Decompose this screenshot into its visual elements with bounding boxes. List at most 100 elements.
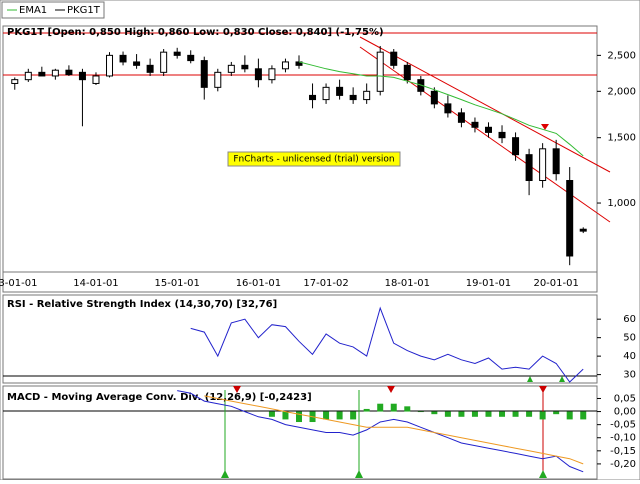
x-tick-label: 15-01-01 <box>154 278 199 289</box>
histogram-bar <box>268 411 275 417</box>
candle-body <box>484 126 492 133</box>
y-tick-label: -0,15 <box>610 446 636 457</box>
histogram-bar <box>282 411 289 420</box>
histogram-bar <box>350 411 357 420</box>
legend <box>1 1 105 19</box>
candle-body <box>498 131 506 139</box>
histogram-bar <box>417 411 424 413</box>
candle-body <box>200 60 208 88</box>
candle-body <box>11 79 19 84</box>
candle-body <box>525 154 533 182</box>
macd-panel <box>2 385 598 480</box>
candle-body <box>566 180 574 257</box>
candle-body <box>38 71 46 77</box>
histogram-bar <box>458 411 465 417</box>
candle-body <box>268 68 276 81</box>
candle-body <box>24 71 32 81</box>
histogram-bar <box>323 411 330 420</box>
candle-body <box>78 71 86 81</box>
legend-label: EMA1 <box>19 5 47 16</box>
signal-arrow <box>541 124 549 130</box>
histogram-bar <box>377 403 384 412</box>
histogram-bar <box>390 403 397 412</box>
candle-body <box>403 64 411 81</box>
candle-body <box>241 64 249 70</box>
candle-body <box>322 86 330 101</box>
histogram-bar <box>431 411 438 415</box>
histogram-bar <box>404 406 411 412</box>
histogram-bar <box>580 411 587 420</box>
line-series <box>190 306 584 383</box>
candle-body <box>146 64 154 73</box>
candle-body <box>552 148 560 175</box>
x-tick-label: 17-01-02 <box>303 278 348 289</box>
y-tick-label: 2,000 <box>607 86 636 97</box>
candle-body <box>227 64 235 73</box>
histogram-bar <box>512 411 519 417</box>
x-tick-label: 19-01-01 <box>466 278 511 289</box>
histogram-bar <box>444 411 451 417</box>
candle-body <box>457 112 465 123</box>
y-tick-label: 2,500 <box>607 50 636 61</box>
candle-body <box>390 51 398 66</box>
line-series <box>177 390 584 473</box>
y-tick-label: -0,20 <box>610 459 636 470</box>
line-series <box>204 395 584 465</box>
y-tick-label: 1,000 <box>607 198 636 209</box>
candle-body <box>160 51 168 73</box>
histogram-bar <box>566 411 573 420</box>
candle-body <box>254 68 262 81</box>
candle-body <box>187 54 195 62</box>
candle-body <box>539 148 547 182</box>
y-tick-label: 40 <box>623 351 636 362</box>
y-tick-label: 60 <box>623 314 636 325</box>
candle-body <box>92 75 100 84</box>
candle-body <box>65 69 73 76</box>
histogram-bar <box>336 411 343 420</box>
candle-body <box>173 51 181 56</box>
histogram-bar <box>363 408 370 412</box>
candle-body <box>119 54 127 63</box>
candle-body <box>281 61 289 70</box>
panel-title: PKG1T [Open: 0,850 High: 0,860 Low: 0,83… <box>7 27 384 38</box>
panel-title: RSI - Relative Strength Index (14,30,70)… <box>7 299 277 310</box>
candle-body <box>430 90 438 105</box>
histogram-bar <box>553 411 560 415</box>
histogram-bar <box>499 411 506 417</box>
line-series <box>298 61 584 157</box>
legend-label: PKG1T <box>67 5 101 16</box>
candle-body <box>336 86 344 96</box>
x-tick-label: 20-01-01 <box>533 278 578 289</box>
candle-body <box>512 137 520 156</box>
y-tick-label: 0,05 <box>614 393 636 404</box>
histogram-bar <box>539 411 546 420</box>
x-tick-label: 14-01-01 <box>73 278 118 289</box>
candle-body <box>51 69 59 77</box>
candle-body <box>579 228 587 232</box>
candle-body <box>106 54 114 77</box>
candle-body <box>349 94 357 101</box>
y-tick-label: -0,05 <box>610 420 636 431</box>
watermark-box <box>227 151 401 167</box>
x-tick-label: 16-01-01 <box>236 278 281 289</box>
histogram-bar <box>526 411 533 417</box>
histogram-bar <box>485 411 492 417</box>
rsi-panel <box>2 294 598 384</box>
candle-body <box>376 51 384 92</box>
channel-line <box>359 36 611 173</box>
watermark: FnCharts - unlicensed (trial) version <box>233 155 394 165</box>
sell-signal <box>233 386 547 393</box>
candle-body <box>309 94 317 101</box>
y-tick-label: 0,00 <box>614 407 636 418</box>
candle-body <box>133 61 141 66</box>
x-tick-label: 13-01-01 <box>0 278 37 289</box>
y-tick-label: 50 <box>623 333 636 344</box>
x-tick-label: 18-01-01 <box>385 278 430 289</box>
candle-body <box>471 121 479 128</box>
candle-body <box>363 90 371 101</box>
y-tick-label: -0,10 <box>610 433 636 444</box>
y-tick-label: 1,500 <box>607 133 636 144</box>
panel-title: MACD - Moving Average Conv. Div. (12,26,… <box>7 392 312 403</box>
histogram-bar <box>296 411 302 423</box>
